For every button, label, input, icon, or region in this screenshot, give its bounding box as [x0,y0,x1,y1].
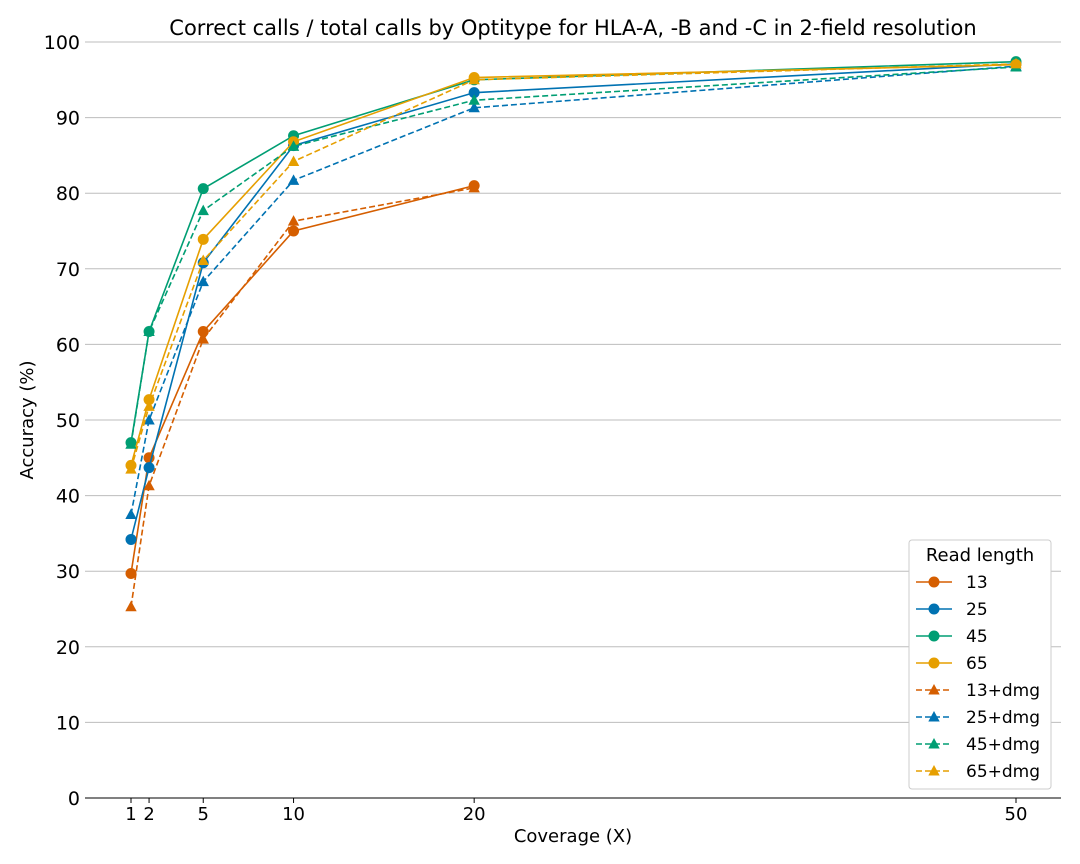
x-tick-label: 50 [1005,804,1028,825]
data-point [125,533,137,545]
y-tick-label: 30 [56,561,80,583]
x-tick-label: 20 [463,804,486,825]
series-25 [125,58,1022,545]
y-tick-label: 20 [56,637,80,659]
data-point [125,600,137,612]
y-tick-label: 60 [56,334,80,356]
data-point [143,400,155,411]
legend-item-13: 13 [916,573,988,593]
y-tick-label: 0 [68,788,80,810]
data-point [468,94,480,105]
data-point [288,225,300,237]
legend-item-25: 25 [916,600,988,620]
y-tick-label: 50 [56,410,80,432]
x-tick-label: 2 [143,804,154,825]
series-line [130,187,475,607]
legend-label: 45+dmg [966,735,1040,755]
series-25+dmg [125,60,1022,519]
x-tick-label: 1 [125,804,136,825]
x-tick-label: 5 [198,804,209,825]
legend-label: 13 [966,573,988,593]
chart-title: Correct calls / total calls by Optitype … [169,16,976,40]
y-tick-label: 80 [56,183,80,205]
series-line [130,66,1017,445]
legend-item-65+dmg: 65+dmg [916,762,1040,782]
legend-item-25+dmg: 25+dmg [916,708,1040,728]
y-axis-label: Accuracy (%) [17,360,38,479]
legend-label: 65+dmg [966,762,1040,782]
legend-marker [928,765,940,776]
data-point [143,414,155,425]
y-tick-label: 90 [56,108,80,130]
series-group [125,56,1022,612]
legend-item-65: 65 [916,654,988,674]
data-point [197,333,209,344]
legend-marker [928,630,940,642]
data-point [287,155,300,166]
legend-label: 45 [966,627,988,647]
data-point [125,463,137,474]
legend-marker [928,603,940,615]
data-point [125,438,137,449]
series-line [130,60,1017,443]
series-line [130,63,1017,540]
data-point [143,325,155,337]
data-point [468,181,480,193]
data-point [197,183,209,195]
y-axis-ticks: 0 10 20 30 40 50 60 70 80 90 100 [44,32,80,810]
data-point [287,174,300,185]
legend-marker [928,684,940,695]
data-point [143,479,155,491]
legend-item-45: 45 [916,627,988,647]
legend-marker [928,711,940,722]
data-point [197,254,209,265]
data-point [468,73,480,85]
legend-item-45+dmg: 45+dmg [916,735,1040,755]
data-point [468,87,480,99]
y-tick-label: 100 [44,32,80,54]
series-line [130,65,1017,515]
y-tick-label: 70 [56,259,80,281]
legend-marker [928,738,940,749]
data-point [287,140,300,151]
data-point [197,233,209,245]
legend-marker [928,657,940,669]
legend-label: 25 [966,600,988,620]
legend-items: 13 25 45 65 13+dmg 25+dmg 45+dmg 65+dmg [916,573,1040,782]
y-tick-label: 10 [56,712,80,734]
series-45+dmg [125,60,1022,449]
legend-label: 25+dmg [966,708,1040,728]
series-13 [125,180,480,579]
data-point [143,462,155,474]
x-axis-ticks: 1 2 5 10 20 50 [125,798,1027,825]
data-point [468,101,480,113]
data-point [125,567,137,579]
series-13+dmg [125,181,480,612]
legend-label: 13+dmg [966,681,1040,701]
data-point [1010,57,1022,69]
legend-label: 65 [966,654,988,674]
x-tick-label: 10 [282,804,305,825]
data-point [197,275,209,287]
series-45 [125,56,1022,449]
data-point [197,204,209,216]
legend: Read length 13 25 45 65 13+dmg 25+dmg 45+dmg 65… [908,539,1052,790]
legend-box [908,539,1052,790]
x-axis-label: Coverage (X) [514,826,632,847]
data-point [287,215,300,226]
legend-title: Read length [926,545,1034,566]
y-tick-label: 40 [56,486,80,508]
gridlines [85,41,1061,723]
series-65+dmg [125,57,1022,474]
legend-item-13+dmg: 13+dmg [916,681,1040,701]
data-point [125,508,137,519]
legend-marker [928,576,940,588]
series-line [130,63,1017,470]
